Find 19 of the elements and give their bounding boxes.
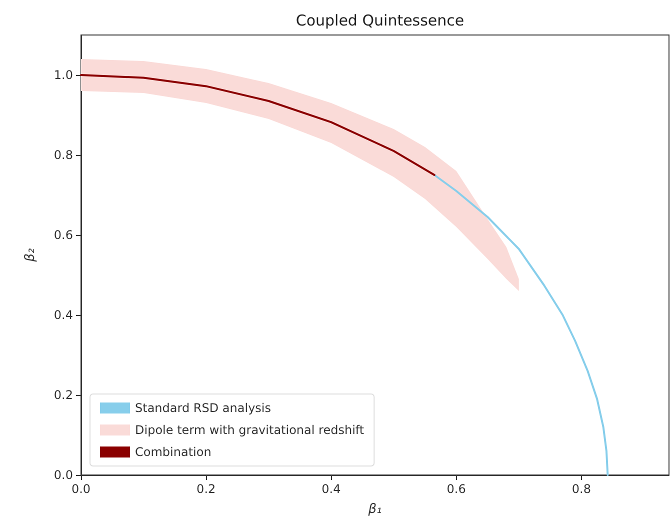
x-tick-label: 0.6 — [446, 482, 466, 496]
legend-label: Combination — [135, 445, 212, 459]
x-tick-label: 0.2 — [196, 482, 216, 496]
legend-label: Dipole term with gravitational redshift — [135, 423, 364, 437]
y-axis-title: β₂ — [23, 248, 38, 263]
y-tick-label: 0.0 — [54, 468, 73, 482]
x-tick-label: 0.8 — [572, 482, 591, 496]
chart-title: Coupled Quintessence — [296, 12, 464, 30]
y-tick-label: 0.6 — [54, 228, 73, 242]
x-axis-title: β₁ — [367, 502, 382, 517]
line-series — [80, 74, 436, 176]
x-tick-label: 0.4 — [322, 482, 341, 496]
x-tick-label: 0.0 — [71, 482, 91, 496]
line-series — [433, 174, 609, 476]
y-tick-label: 1.0 — [54, 68, 73, 82]
legend-label: Standard RSD analysis — [135, 401, 272, 415]
y-tick-label: 0.2 — [54, 388, 73, 402]
y-tick-label: 0.4 — [54, 308, 73, 322]
y-tick-label: 0.8 — [54, 148, 73, 162]
